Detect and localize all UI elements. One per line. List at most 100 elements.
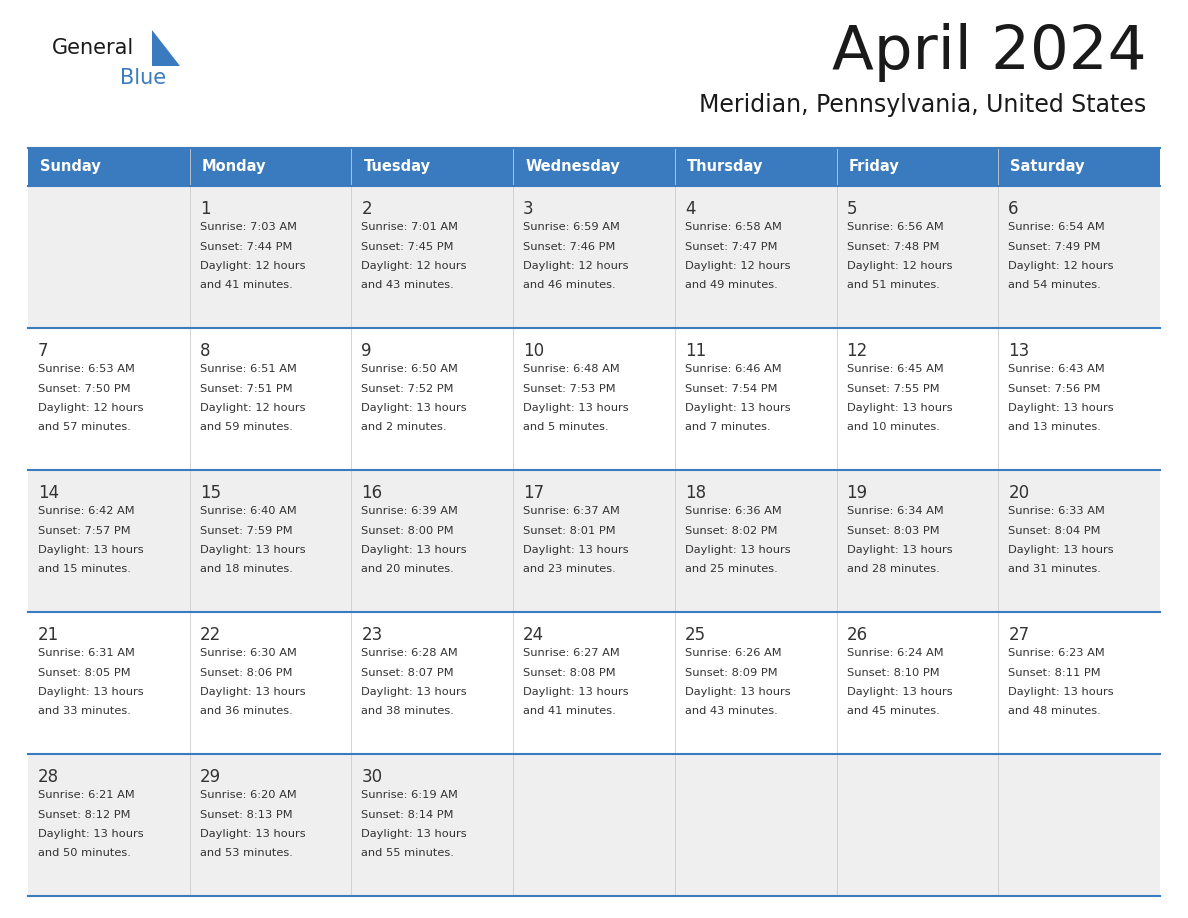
- Text: Sunrise: 6:24 AM: Sunrise: 6:24 AM: [847, 648, 943, 658]
- Text: 2: 2: [361, 200, 372, 218]
- Text: 19: 19: [847, 484, 867, 502]
- Text: Sunset: 8:08 PM: Sunset: 8:08 PM: [523, 667, 615, 677]
- Text: 12: 12: [847, 342, 867, 360]
- Text: and 45 minutes.: and 45 minutes.: [847, 707, 940, 717]
- Text: Sunrise: 6:33 AM: Sunrise: 6:33 AM: [1009, 506, 1105, 516]
- Text: 24: 24: [523, 626, 544, 644]
- Text: Sunrise: 6:19 AM: Sunrise: 6:19 AM: [361, 790, 459, 800]
- Text: and 48 minutes.: and 48 minutes.: [1009, 707, 1101, 717]
- Text: Sunrise: 7:03 AM: Sunrise: 7:03 AM: [200, 222, 297, 232]
- Text: and 49 minutes.: and 49 minutes.: [684, 281, 778, 290]
- Text: Sunset: 8:07 PM: Sunset: 8:07 PM: [361, 667, 454, 677]
- Text: Sunset: 8:13 PM: Sunset: 8:13 PM: [200, 810, 292, 820]
- Text: Daylight: 13 hours: Daylight: 13 hours: [523, 687, 628, 697]
- Text: and 18 minutes.: and 18 minutes.: [200, 565, 292, 575]
- Bar: [29, 470, 1159, 612]
- Bar: [29, 328, 1159, 470]
- Text: and 31 minutes.: and 31 minutes.: [1009, 565, 1101, 575]
- Text: 16: 16: [361, 484, 383, 502]
- Text: Sunrise: 6:51 AM: Sunrise: 6:51 AM: [200, 364, 297, 374]
- Text: Sunset: 7:59 PM: Sunset: 7:59 PM: [200, 525, 292, 535]
- Text: Sunrise: 6:43 AM: Sunrise: 6:43 AM: [1009, 364, 1105, 374]
- Text: Daylight: 13 hours: Daylight: 13 hours: [684, 403, 790, 413]
- Text: Thursday: Thursday: [687, 160, 763, 174]
- Text: and 54 minutes.: and 54 minutes.: [1009, 281, 1101, 290]
- Text: Sunrise: 6:26 AM: Sunrise: 6:26 AM: [684, 648, 782, 658]
- Text: Sunset: 8:05 PM: Sunset: 8:05 PM: [38, 667, 131, 677]
- Text: Daylight: 12 hours: Daylight: 12 hours: [847, 261, 952, 271]
- Text: 28: 28: [38, 768, 59, 786]
- Text: Daylight: 13 hours: Daylight: 13 hours: [1009, 403, 1114, 413]
- Text: Sunset: 7:44 PM: Sunset: 7:44 PM: [200, 241, 292, 252]
- Text: Daylight: 13 hours: Daylight: 13 hours: [523, 403, 628, 413]
- Bar: [29, 612, 1159, 754]
- Text: Sunset: 8:06 PM: Sunset: 8:06 PM: [200, 667, 292, 677]
- Text: Daylight: 13 hours: Daylight: 13 hours: [684, 545, 790, 555]
- Text: Sunset: 8:04 PM: Sunset: 8:04 PM: [1009, 525, 1101, 535]
- Text: 20: 20: [1009, 484, 1030, 502]
- Text: 30: 30: [361, 768, 383, 786]
- Text: Saturday: Saturday: [1010, 160, 1085, 174]
- Text: Sunrise: 6:45 AM: Sunrise: 6:45 AM: [847, 364, 943, 374]
- Text: Daylight: 13 hours: Daylight: 13 hours: [684, 687, 790, 697]
- Text: 18: 18: [684, 484, 706, 502]
- Text: 6: 6: [1009, 200, 1019, 218]
- Text: and 15 minutes.: and 15 minutes.: [38, 565, 131, 575]
- Text: and 25 minutes.: and 25 minutes.: [684, 565, 778, 575]
- Text: Sunset: 7:50 PM: Sunset: 7:50 PM: [38, 384, 131, 394]
- Text: Blue: Blue: [120, 68, 166, 88]
- Text: Daylight: 12 hours: Daylight: 12 hours: [361, 261, 467, 271]
- Text: and 7 minutes.: and 7 minutes.: [684, 422, 771, 432]
- Text: 1: 1: [200, 200, 210, 218]
- Text: Sunrise: 6:58 AM: Sunrise: 6:58 AM: [684, 222, 782, 232]
- Text: Sunrise: 6:54 AM: Sunrise: 6:54 AM: [1009, 222, 1105, 232]
- Text: Sunrise: 6:36 AM: Sunrise: 6:36 AM: [684, 506, 782, 516]
- Text: and 5 minutes.: and 5 minutes.: [523, 422, 608, 432]
- Text: Sunrise: 6:40 AM: Sunrise: 6:40 AM: [200, 506, 297, 516]
- Bar: [29, 754, 1159, 896]
- Text: 10: 10: [523, 342, 544, 360]
- Text: 21: 21: [38, 626, 59, 644]
- Text: Daylight: 12 hours: Daylight: 12 hours: [200, 403, 305, 413]
- Text: and 55 minutes.: and 55 minutes.: [361, 848, 454, 858]
- Text: Sunrise: 7:01 AM: Sunrise: 7:01 AM: [361, 222, 459, 232]
- Text: 9: 9: [361, 342, 372, 360]
- Text: Sunrise: 6:20 AM: Sunrise: 6:20 AM: [200, 790, 297, 800]
- Text: and 46 minutes.: and 46 minutes.: [523, 281, 615, 290]
- Text: Sunset: 8:09 PM: Sunset: 8:09 PM: [684, 667, 777, 677]
- Text: Sunset: 8:02 PM: Sunset: 8:02 PM: [684, 525, 777, 535]
- Text: Tuesday: Tuesday: [364, 160, 430, 174]
- Text: 3: 3: [523, 200, 533, 218]
- Text: Sunrise: 6:56 AM: Sunrise: 6:56 AM: [847, 222, 943, 232]
- Text: and 43 minutes.: and 43 minutes.: [361, 281, 454, 290]
- Text: Sunrise: 6:53 AM: Sunrise: 6:53 AM: [38, 364, 135, 374]
- Text: Daylight: 13 hours: Daylight: 13 hours: [1009, 545, 1114, 555]
- Text: Daylight: 13 hours: Daylight: 13 hours: [847, 403, 953, 413]
- Text: and 50 minutes.: and 50 minutes.: [38, 848, 131, 858]
- Text: Sunset: 7:51 PM: Sunset: 7:51 PM: [200, 384, 292, 394]
- Text: Daylight: 13 hours: Daylight: 13 hours: [200, 687, 305, 697]
- Text: and 41 minutes.: and 41 minutes.: [200, 281, 292, 290]
- Text: Sunset: 7:52 PM: Sunset: 7:52 PM: [361, 384, 454, 394]
- Text: and 10 minutes.: and 10 minutes.: [847, 422, 940, 432]
- Text: Sunrise: 6:37 AM: Sunrise: 6:37 AM: [523, 506, 620, 516]
- Text: Sunset: 8:11 PM: Sunset: 8:11 PM: [1009, 667, 1101, 677]
- Text: and 33 minutes.: and 33 minutes.: [38, 707, 131, 717]
- Text: Daylight: 13 hours: Daylight: 13 hours: [361, 829, 467, 839]
- Text: Sunset: 7:57 PM: Sunset: 7:57 PM: [38, 525, 131, 535]
- Text: Daylight: 13 hours: Daylight: 13 hours: [38, 545, 144, 555]
- Text: Sunrise: 6:34 AM: Sunrise: 6:34 AM: [847, 506, 943, 516]
- Text: Daylight: 13 hours: Daylight: 13 hours: [847, 545, 953, 555]
- Text: Sunrise: 6:30 AM: Sunrise: 6:30 AM: [200, 648, 297, 658]
- Text: Daylight: 13 hours: Daylight: 13 hours: [38, 829, 144, 839]
- Text: Daylight: 13 hours: Daylight: 13 hours: [361, 687, 467, 697]
- Text: Daylight: 12 hours: Daylight: 12 hours: [684, 261, 790, 271]
- Text: Sunset: 7:46 PM: Sunset: 7:46 PM: [523, 241, 615, 252]
- Text: Sunrise: 6:28 AM: Sunrise: 6:28 AM: [361, 648, 459, 658]
- Text: Sunset: 7:54 PM: Sunset: 7:54 PM: [684, 384, 777, 394]
- Text: and 36 minutes.: and 36 minutes.: [200, 707, 292, 717]
- Text: Daylight: 13 hours: Daylight: 13 hours: [38, 687, 144, 697]
- Text: Sunset: 8:12 PM: Sunset: 8:12 PM: [38, 810, 131, 820]
- Text: Sunrise: 6:23 AM: Sunrise: 6:23 AM: [1009, 648, 1105, 658]
- Text: Sunset: 7:48 PM: Sunset: 7:48 PM: [847, 241, 939, 252]
